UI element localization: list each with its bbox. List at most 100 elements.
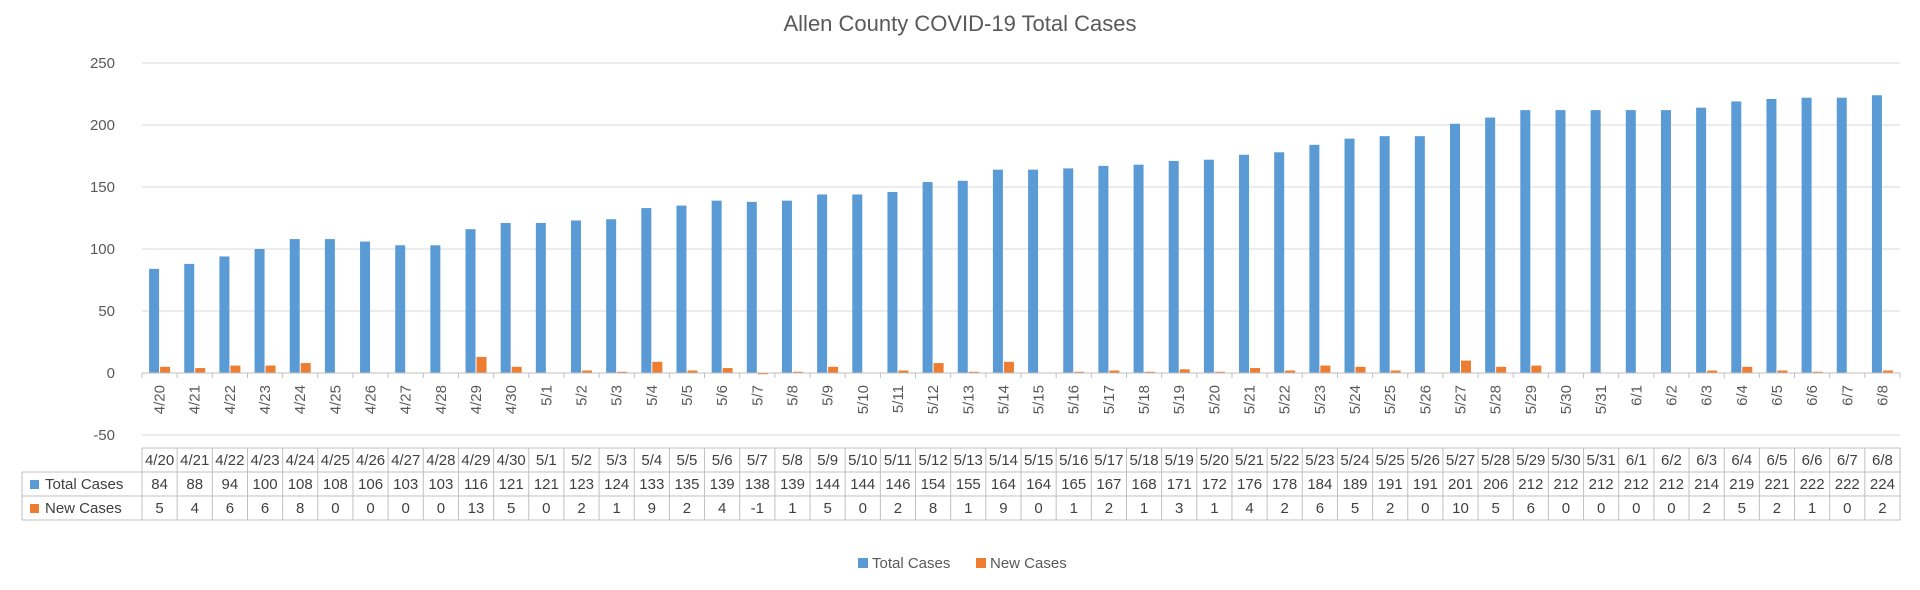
x-tick-label: 4/22: [222, 385, 239, 414]
new-cases-bar-6-5: [1777, 370, 1788, 373]
table-header-cell: 5/28: [1481, 452, 1510, 469]
table-value-cell: 1: [612, 500, 620, 517]
x-tick-label: 5/30: [1558, 385, 1575, 414]
table-value-cell: 5: [1351, 500, 1359, 517]
x-tick-label: 5/2: [574, 385, 591, 406]
x-tick-label: 5/11: [890, 385, 907, 413]
table-header-cell: 5/16: [1059, 452, 1088, 469]
total-cases-bar-6-8: [1871, 95, 1882, 374]
table-header-cell: 4/23: [250, 452, 279, 469]
total-cases-bar-5-2: [571, 220, 581, 373]
table-value-cell: 178: [1272, 476, 1297, 493]
new-cases-bar-5-24: [1355, 366, 1366, 373]
table-value-cell: 2: [1386, 500, 1394, 517]
new-cases-bar-4-22: [230, 365, 241, 373]
x-tick-label: 5/14: [995, 385, 1012, 414]
table-header-cell: 5/4: [641, 452, 662, 469]
table-value-cell: 108: [323, 476, 348, 493]
table-value-cell: 191: [1413, 476, 1438, 493]
table-header-cell: 6/8: [1872, 452, 1893, 469]
total-cases-bar-6-7: [1836, 97, 1847, 373]
table-value-cell: 0: [1421, 500, 1429, 517]
x-tick-label: 6/4: [1734, 385, 1751, 406]
table-header-cell: 5/5: [677, 452, 698, 469]
table-value-cell: 189: [1343, 476, 1368, 493]
new-cases-bar-6-8: [1882, 370, 1893, 373]
new-cases-bar-6-4: [1742, 366, 1753, 373]
table-header-cell: 5/13: [954, 452, 983, 469]
x-tick-label: 5/1: [538, 385, 555, 406]
legend-item-total-cases[interactable]: Total Cases: [858, 555, 950, 572]
x-axis: 4/20 4/21 4/22 4/23 4/24 4/25 4/26 4/27 4/28 4/29…: [141, 372, 1901, 414]
new-cases-bar-5-28: [1496, 366, 1507, 373]
x-tick-label: 5/12: [925, 385, 942, 414]
x-tick-label: 5/25: [1382, 385, 1399, 414]
table-value-cell: 94: [222, 476, 239, 493]
x-tick-label: 4/25: [327, 385, 344, 414]
total-cases-bar-6-1: [1625, 110, 1636, 374]
total-cases-bar-5-1: [535, 222, 546, 373]
legend-swatch: [976, 558, 986, 568]
new-cases-bar-4-21: [195, 368, 206, 373]
table-value-cell: 88: [186, 476, 203, 493]
table-header-cell: 5/10: [848, 452, 877, 469]
table-value-cell: 9: [648, 500, 656, 517]
table-value-cell: 212: [1659, 476, 1684, 493]
x-tick-label: 4/26: [363, 385, 380, 414]
table-row-label: Total Cases: [45, 476, 123, 493]
table-header-cell: 4/30: [497, 452, 526, 469]
new-cases-bar-5-12: [933, 363, 944, 373]
table-value-cell: 0: [542, 500, 550, 517]
table-header-cell: 5/2: [571, 452, 592, 469]
total-cases-bar-5-30: [1555, 110, 1566, 374]
table-value-cell: 0: [366, 500, 374, 517]
total-cases-bar-6-4: [1731, 101, 1742, 373]
new-cases-bar-5-5: [687, 370, 698, 373]
total-cases-bar-5-7: [746, 201, 757, 373]
x-tick-label: 5/26: [1417, 385, 1434, 414]
legend-item-new-cases[interactable]: New Cases: [976, 555, 1067, 572]
total-cases-bar-6-5: [1766, 98, 1777, 374]
total-cases-bar-5-8: [781, 200, 792, 373]
total-cases-bar-5-25: [1379, 136, 1390, 373]
total-cases-bar-5-3: [606, 219, 617, 373]
table-value-cell: 8: [296, 500, 304, 517]
table-value-cell: 4: [718, 500, 726, 517]
data-table: 4/20 4/21 4/22 4/23 4/24 4/25 4/26 4/27 4/28 4/29…: [21, 447, 1901, 521]
table-header-cell: 5/22: [1270, 452, 1299, 469]
table-value-cell: 0: [1632, 500, 1640, 517]
total-cases-bar-4-20: [149, 268, 160, 373]
new-cases-bar-6-3: [1707, 370, 1718, 373]
new-cases-bar-5-2: [582, 370, 592, 373]
table-header-cell: 5/30: [1551, 452, 1580, 469]
y-tick-label: 150: [90, 179, 115, 196]
table-value-cell: 6: [1316, 500, 1324, 517]
table-value-cell: 222: [1835, 476, 1860, 493]
table-value-cell: 3: [1175, 500, 1183, 517]
table-value-cell: 0: [1843, 500, 1851, 517]
x-tick-label: 4/21: [187, 385, 204, 414]
table-value-cell: 212: [1518, 476, 1543, 493]
table-value-cell: 84: [151, 476, 168, 493]
table-header-cell: 4/24: [286, 452, 315, 469]
legend[interactable]: Total Cases New Cases: [858, 555, 1067, 572]
legend-label: Total Cases: [872, 555, 950, 572]
total-cases-bar-6-3: [1696, 107, 1707, 373]
table-value-cell: 13: [468, 500, 485, 517]
table-header-cell: 5/19: [1165, 452, 1194, 469]
new-cases-bar-4-29: [476, 356, 487, 373]
table-value-cell: 0: [1667, 500, 1675, 517]
new-cases-bar-4-30: [511, 366, 522, 373]
table-value-cell: 144: [815, 476, 840, 493]
total-cases-bar-5-17: [1098, 165, 1109, 373]
table-value-cell: 139: [780, 476, 805, 493]
x-tick-label: 5/5: [679, 385, 696, 406]
legend-label: New Cases: [990, 555, 1067, 572]
table-value-cell: 5: [155, 500, 163, 517]
table-value-cell: 146: [885, 476, 910, 493]
table-value-cell: 221: [1764, 476, 1789, 493]
table-value-cell: 138: [745, 476, 770, 493]
table-value-cell: 165: [1061, 476, 1086, 493]
